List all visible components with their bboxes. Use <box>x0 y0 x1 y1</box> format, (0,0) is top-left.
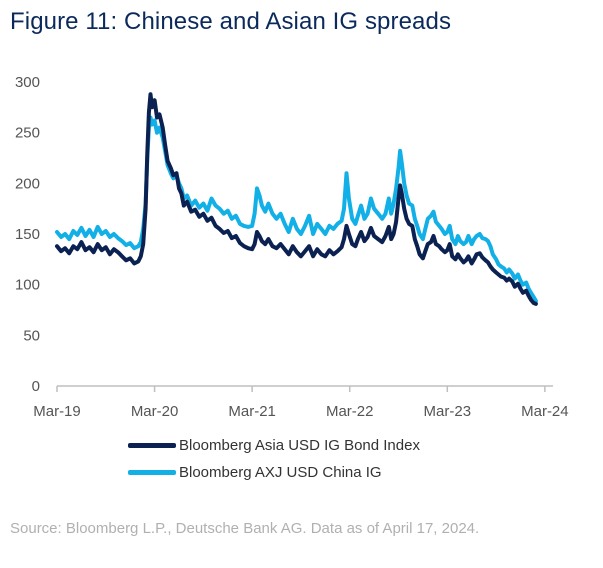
y-tick-label: 0 <box>32 378 40 395</box>
x-tick-label: Mar-19 <box>33 403 81 420</box>
y-tick-label: 150 <box>15 226 40 243</box>
legend-label-asia: Bloomberg Asia USD IG Bond Index <box>179 437 420 454</box>
y-tick-label: 50 <box>23 327 40 344</box>
x-tick-label: Mar-23 <box>424 403 472 420</box>
x-tick-label: Mar-20 <box>131 403 179 420</box>
y-tick-label: 100 <box>15 277 40 294</box>
chart-title: Figure 11: Chinese and Asian IG spreads <box>10 8 452 35</box>
legend-item-china[interactable]: Bloomberg AXJ USD China IG <box>128 459 420 486</box>
legend-label-china: Bloomberg AXJ USD China IG <box>179 464 382 481</box>
y-tick-label: 200 <box>15 175 40 192</box>
legend-swatch-asia <box>128 443 176 448</box>
series-layer <box>55 92 538 306</box>
x-tick-label: Mar-24 <box>521 403 569 420</box>
legend-swatch-china <box>128 470 176 475</box>
series-line-china <box>55 115 538 303</box>
legend-item-asia[interactable]: Bloomberg Asia USD IG Bond Index <box>128 432 420 459</box>
x-tick-label: Mar-22 <box>326 403 374 420</box>
source-note: Source: Bloomberg L.P., Deutsche Bank AG… <box>10 520 480 537</box>
series-line-asia <box>55 92 538 306</box>
legend: Bloomberg Asia USD IG Bond Index Bloombe… <box>128 432 420 486</box>
x-axis-ticks: Mar-19 Mar-20 Mar-21 Mar-22 Mar-23 Mar-24 <box>33 386 569 420</box>
y-axis-ticks: 0 50 100 150 200 250 300 <box>15 74 40 395</box>
x-tick-label: Mar-21 <box>228 403 276 420</box>
y-tick-label: 300 <box>15 74 40 91</box>
y-tick-label: 250 <box>15 125 40 142</box>
